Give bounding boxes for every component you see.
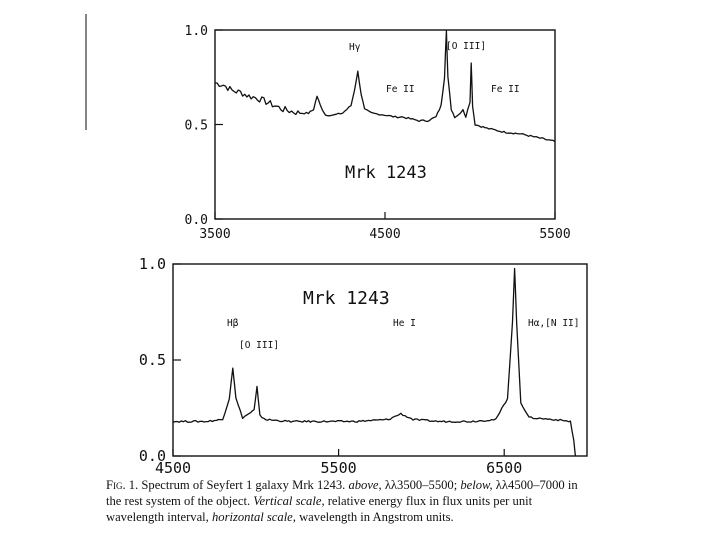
chart-bottom-line-annotation: Hα,[N II] — [528, 318, 579, 329]
caption-text-3: λλ4500–7000 in the rest system of the ob… — [106, 478, 578, 508]
chart-top-line-annotation: [O III] — [446, 41, 486, 52]
chart-top-x-tick-label: 3500 — [199, 227, 230, 242]
chart-top-series-line — [215, 30, 556, 143]
caption-lead: Fig. 1. — [106, 478, 139, 492]
chart-top: 0.0 0.5 1.0 3500 4500 5500 Mrk 1243 Hγ Fe II [O… — [185, 24, 571, 242]
chart-bottom-x-tick-label: 6500 — [486, 459, 522, 477]
chart-bottom-x-tick-label: 4500 — [155, 459, 191, 477]
chart-bottom-line-annotation: He I — [393, 318, 416, 329]
chart-top-line-annotation: Fe II — [491, 84, 520, 95]
caption-text-1: Spectrum of Seyfert 1 galaxy Mrk 1243. — [138, 478, 349, 492]
chart-bottom: 0.0 0.5 1.0 4500 5500 6500 Mrk 1243 Hβ[O III]… — [139, 255, 588, 477]
chart-bottom-x-tick-label: 5500 — [321, 459, 357, 477]
chart-top-line-annotation: Fe II — [386, 84, 415, 95]
caption-text-5: wavelength in Angstrom units. — [295, 510, 454, 524]
chart-top-frame — [214, 29, 556, 220]
chart-bottom-title: Mrk 1243 — [303, 288, 390, 309]
caption-text-4: relative energy flux in flux units per u… — [106, 494, 533, 524]
caption-vscale: Vertical scale, — [253, 494, 325, 508]
chart-bottom-y-tick-label: 1.0 — [139, 255, 166, 273]
chart-bottom-line-annotation: Hβ — [227, 318, 239, 329]
chart-top-x-tick-label: 5500 — [539, 227, 570, 242]
chart-bottom-y-tick-label: 0.0 — [139, 447, 166, 465]
chart-top-x-tick-label: 4500 — [369, 227, 400, 242]
chart-top-y-tick-label: 0.0 — [185, 213, 208, 228]
chart-bottom-line-annotation: [O III] — [239, 340, 279, 351]
chart-top-title: Mrk 1243 — [345, 163, 427, 183]
chart-bottom-series-line — [172, 267, 577, 457]
caption-text-2: λλ3500–5500; — [381, 478, 461, 492]
figure-caption: Fig. 1. Spectrum of Seyfert 1 galaxy Mrk… — [106, 477, 586, 525]
caption-above: above, — [348, 478, 382, 492]
chart-top-y-tick-label: 0.5 — [185, 119, 208, 134]
chart-top-line-annotation: Hγ — [349, 42, 361, 53]
caption-hscale: horizontal scale, — [211, 510, 296, 524]
chart-bottom-y-tick-label: 0.5 — [139, 351, 166, 369]
chart-top-y-tick-label: 1.0 — [185, 24, 208, 39]
caption-below: below, — [460, 478, 493, 492]
